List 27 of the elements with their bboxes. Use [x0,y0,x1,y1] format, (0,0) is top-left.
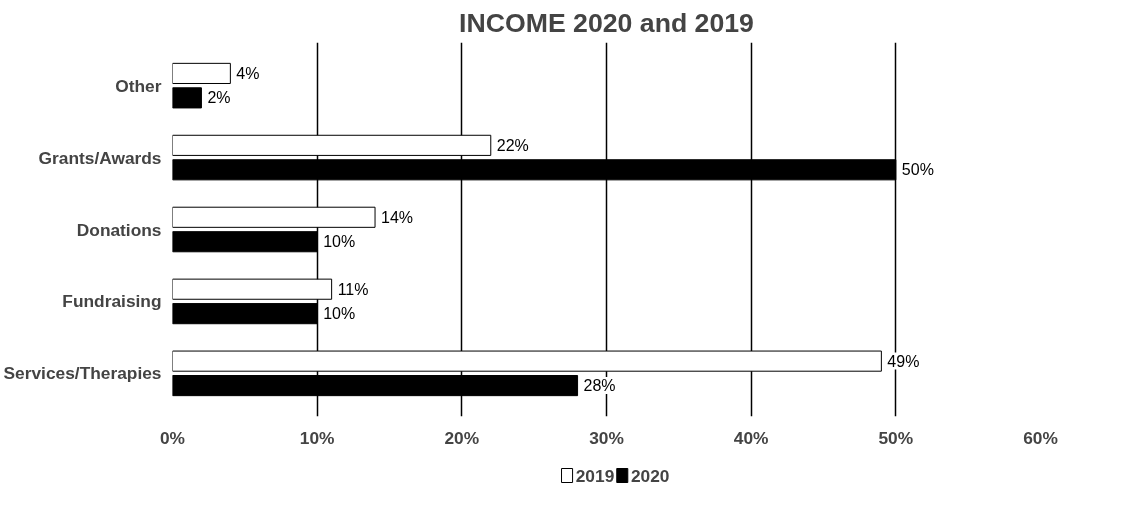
y-tick-label: Grants/Awards [38,147,162,168]
bar [172,62,231,84]
data-label: 49% [887,352,920,370]
data-label: 28% [583,377,616,395]
y-tick-label: Fundraising [62,291,162,312]
x-tick-label: 10% [299,427,335,448]
chart-title: INCOME 2020 and 2019 [459,7,754,38]
data-label: 14% [381,208,414,226]
data-label: 10% [323,305,356,323]
x-tick-label: 50% [878,427,914,448]
x-tick-label: 20% [444,427,480,448]
data-label: 50% [901,161,934,179]
legend-label: 2019 [575,465,615,486]
data-label: 10% [323,233,356,251]
x-tick-label: 40% [733,427,769,448]
legend-label: 2020 [630,465,670,486]
data-label: 2% [207,89,231,107]
data-label: 4% [236,64,260,82]
data-label: 22% [496,136,529,154]
y-tick-label: Other [115,75,162,96]
y-tick-label: Donations [76,219,162,240]
bar [172,87,202,109]
x-tick-label: 0% [159,427,186,448]
data-label: 11% [337,280,369,298]
x-tick-label: 60% [1023,427,1058,448]
x-tick-label: 30% [589,427,624,448]
y-tick-label: Services/Therapies [3,363,162,384]
